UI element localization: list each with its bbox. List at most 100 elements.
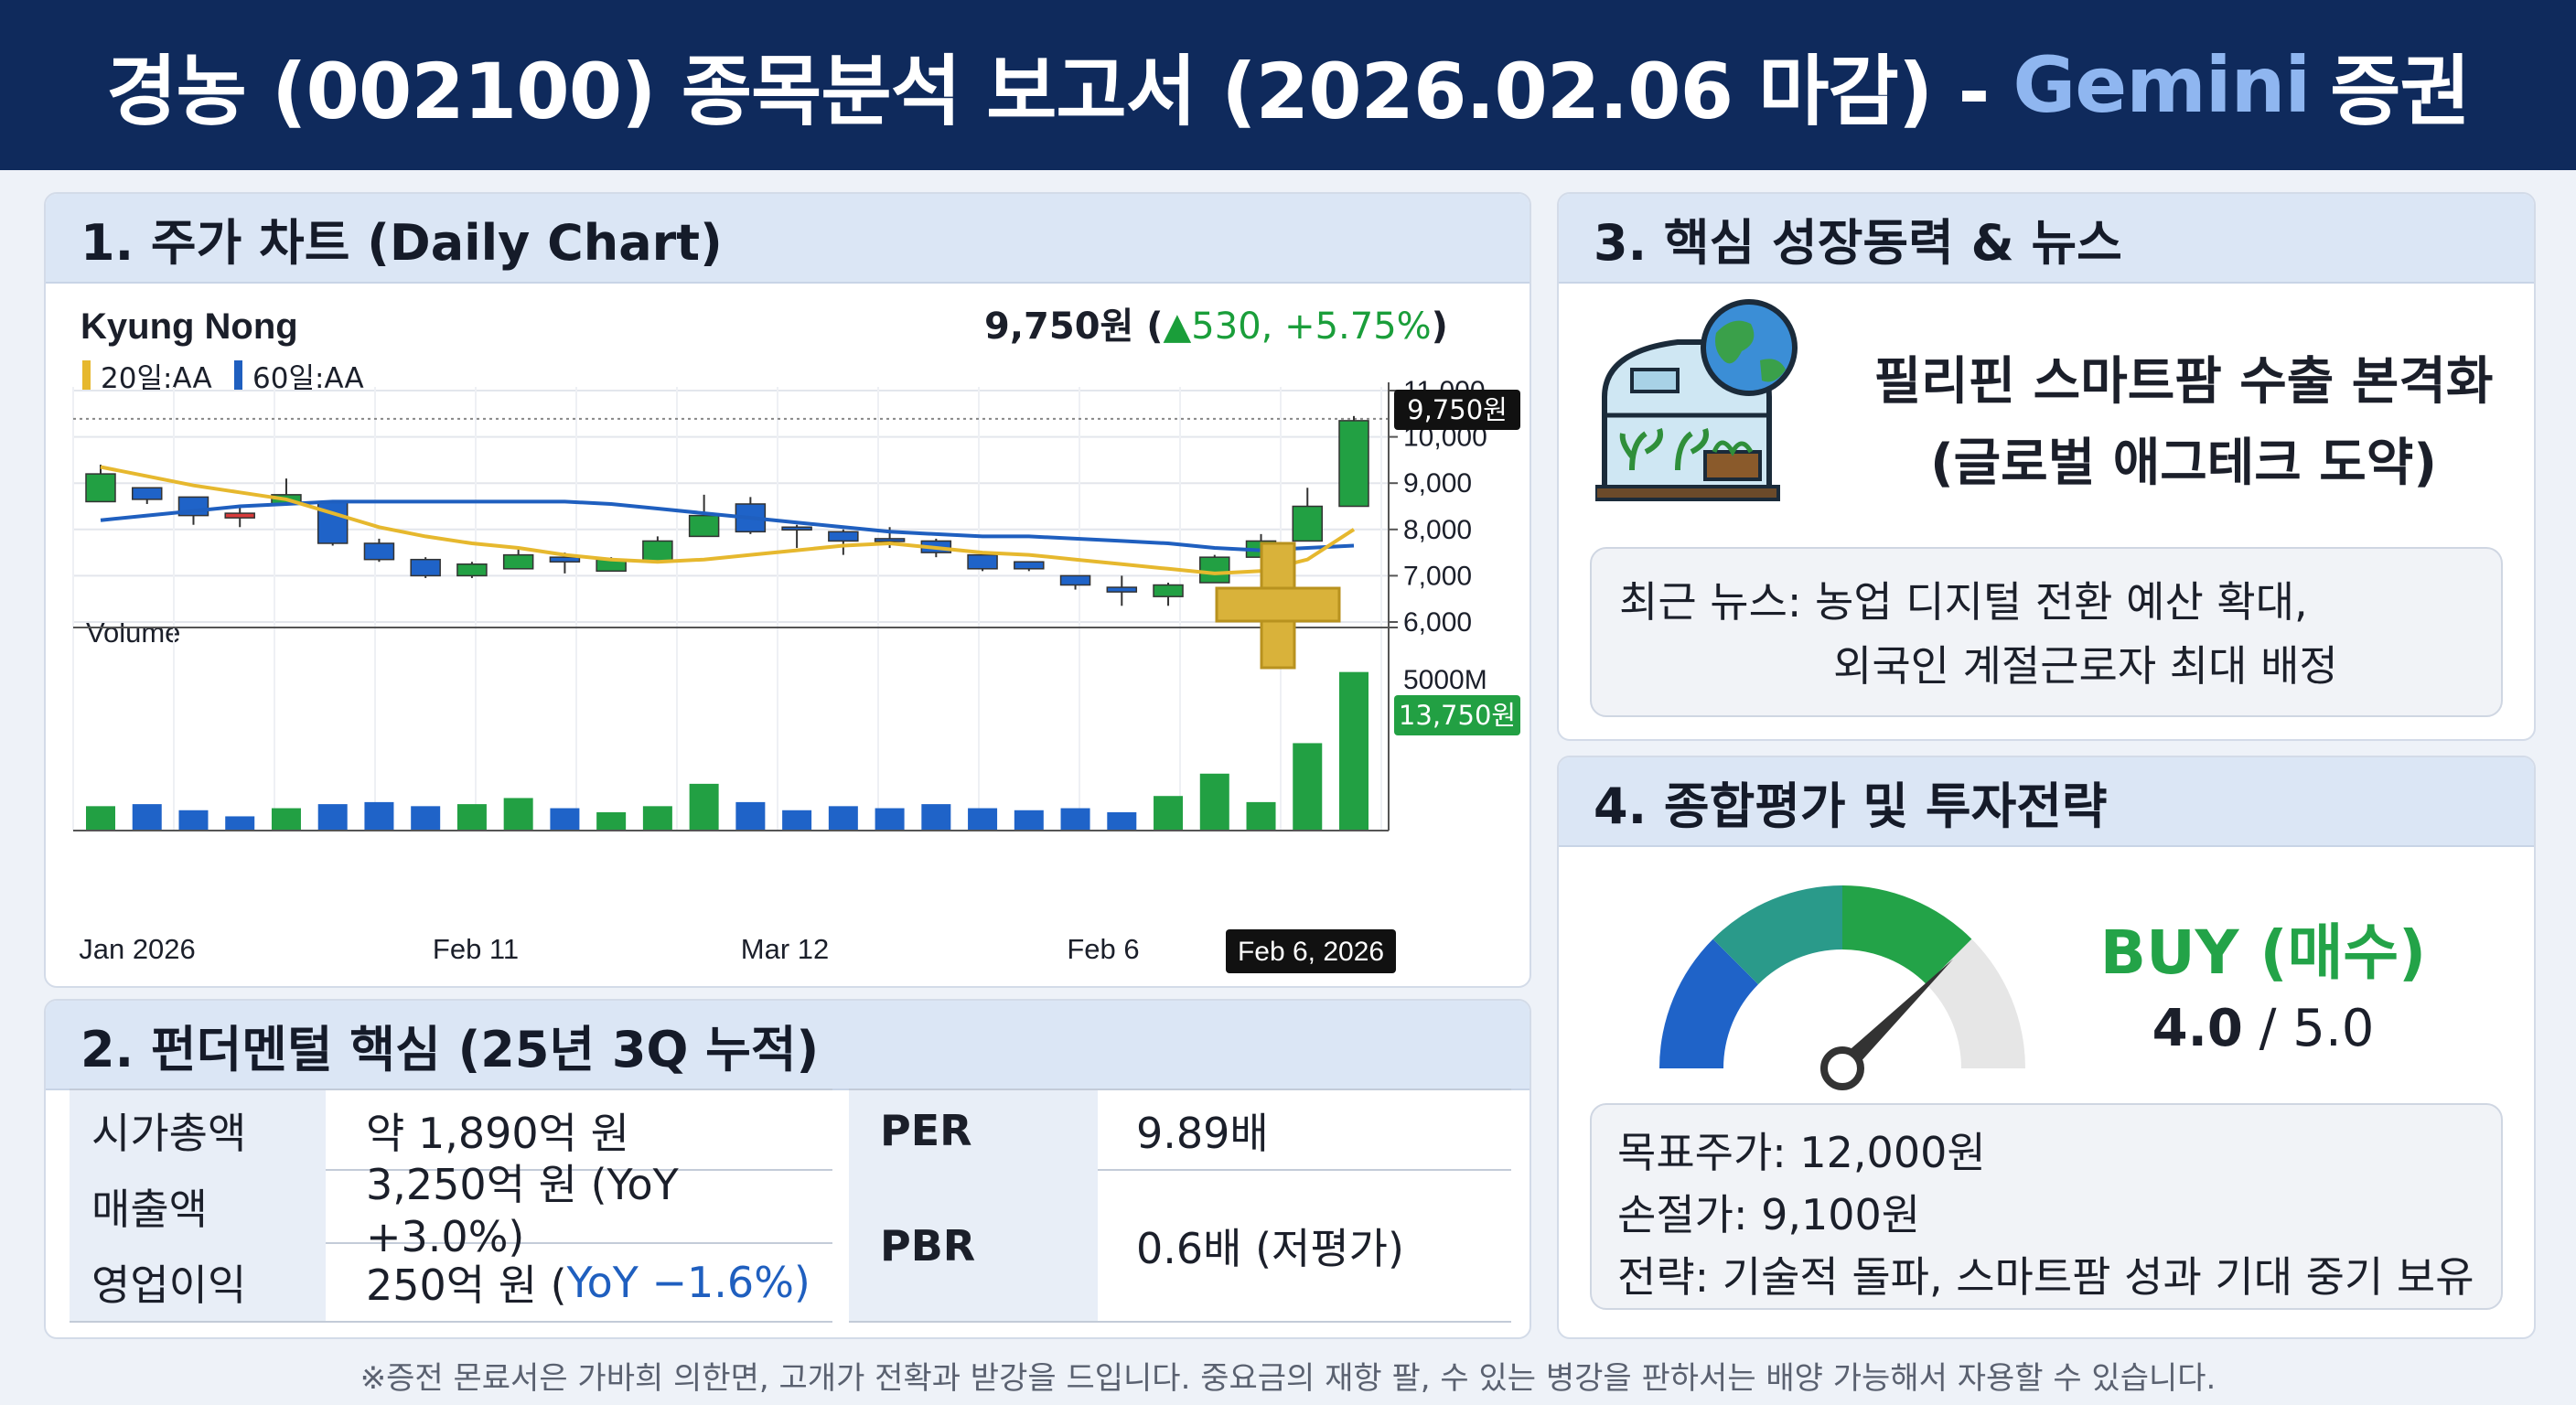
volume-bar bbox=[782, 810, 812, 831]
volume-bar bbox=[1293, 743, 1323, 831]
row-label-pbr: PBR bbox=[880, 1221, 976, 1271]
candle-body bbox=[456, 563, 488, 577]
candle-body bbox=[1014, 561, 1045, 570]
operating-profit-amount: 250억 원 ( bbox=[366, 1260, 567, 1310]
volume-bar bbox=[225, 816, 255, 831]
y-tick-label: 7,000 bbox=[1403, 561, 1472, 591]
y-tick-label: 9,000 bbox=[1403, 468, 1472, 499]
row-label-per: PER bbox=[880, 1106, 972, 1155]
x-tick-label: Jan 2026 bbox=[79, 933, 196, 965]
volume-bar bbox=[86, 806, 115, 831]
candle-body bbox=[131, 487, 163, 500]
smart-farm-greenhouse-icon bbox=[1595, 299, 1798, 501]
volume-bar bbox=[689, 783, 719, 831]
rating-gauge bbox=[1659, 885, 2025, 1090]
gauge-segment bbox=[1926, 938, 2025, 1068]
disclaimer: ※증전 몬료서은 가바희 의한면, 고개가 전확과 받강을 드입니다. 중요금의… bbox=[360, 1359, 2216, 1397]
volume-bar bbox=[921, 804, 951, 831]
candle-body bbox=[828, 531, 859, 542]
current-price: 9,750원 ( bbox=[984, 306, 1164, 348]
operating-profit-yoy: YoY −1.6%) bbox=[566, 1258, 810, 1307]
gauge-segment bbox=[1659, 938, 1759, 1068]
volume-bar bbox=[735, 801, 766, 831]
volume-bar bbox=[317, 804, 348, 831]
candle-body bbox=[224, 512, 255, 519]
fundamentals-right-table: PER 9.89배 PBR 0.6배 (저평가) bbox=[812, 1089, 1511, 1325]
svg-text:Feb 6, 2026: Feb 6, 2026 bbox=[1238, 937, 1384, 967]
candle-body bbox=[317, 500, 349, 544]
gauge-segment bbox=[1712, 885, 1842, 985]
volume-bar bbox=[1014, 810, 1044, 831]
price-tag: 9,750원 bbox=[1394, 390, 1520, 430]
legend-20-swatch bbox=[82, 360, 91, 391]
target-price: 목표주가: 12,000원 bbox=[1617, 1128, 1986, 1177]
growth-news-panel: 3. 핵심 성장동력 & 뉴스 필리핀 스마트팜 수출 본격화 (글로벌 애그테… bbox=[1557, 192, 2536, 741]
candle-body bbox=[1338, 420, 1369, 508]
x-tick-label: Feb 11 bbox=[433, 933, 519, 965]
volume-tick-label: 5000M bbox=[1403, 665, 1487, 695]
candlestick-chart: Kyung Nong 9,750원 (▲530, +5.75%) 20일:AA … bbox=[72, 306, 1520, 973]
brand-name: Gemini bbox=[2012, 40, 2311, 130]
candle-body bbox=[1153, 584, 1184, 597]
fundamentals-left-table: 시가총액 약 1,890억 원 매출액 3,250억 원 (YoY +3.0%)… bbox=[70, 1089, 832, 1325]
row-value-market-cap: 약 1,890억 원 bbox=[366, 1109, 629, 1158]
price-change: ▲530, +5.75% bbox=[1164, 306, 1432, 348]
row-label-revenue: 매출액 bbox=[91, 1185, 208, 1234]
growth-headline-sub: (글로벌 애그테크 도약) bbox=[1930, 434, 2437, 493]
volume-bar bbox=[828, 806, 858, 831]
candle-body bbox=[1292, 505, 1324, 542]
growth-headline-main: 필리핀 스마트팜 수출 본격화 bbox=[1873, 352, 2494, 412]
candle-body bbox=[688, 514, 720, 538]
golden-cross-icon bbox=[1215, 542, 1341, 670]
panel-title-growth: 3. 핵심 성장동력 & 뉴스 bbox=[1559, 194, 2534, 284]
candle-body bbox=[781, 526, 812, 531]
candle-body bbox=[549, 556, 581, 563]
brand-suffix: 증권 bbox=[2330, 46, 2471, 136]
rating-block: BUY (매수) 4.0 / 5.0 bbox=[2071, 904, 2455, 1058]
rating-label: BUY (매수) bbox=[2099, 917, 2427, 988]
volume-bar bbox=[503, 798, 533, 831]
row-value-revenue: 3,250억 원 (YoY +3.0%) bbox=[366, 1160, 679, 1261]
volume-bar bbox=[411, 806, 441, 831]
panel-title-evaluation: 4. 종합평가 및 투자전략 bbox=[1559, 757, 2534, 847]
candle-body bbox=[642, 540, 673, 563]
date-tag: Feb 6, 2026 bbox=[1226, 929, 1396, 973]
news-line-2: 외국인 계절근로자 최대 배정 bbox=[1833, 641, 2338, 691]
news-line-1: 최근 뉴스: 농업 디지털 전환 예산 확대, bbox=[1619, 577, 2308, 627]
svg-text:9,750원 (▲530, +5.75%): 9,750원 (▲530, +5.75%) bbox=[984, 306, 1448, 348]
svg-text:13,750원: 13,750원 bbox=[1399, 700, 1516, 731]
price-chart-panel: 1. 주가 차트 (Daily Chart) Kyung Nong 9,750원… bbox=[44, 192, 1531, 988]
volume-bar bbox=[364, 801, 394, 831]
evaluation-panel: 4. 종합평가 및 투자전략 BUY (매수) 4.0 / 5.0 목표주가: … bbox=[1557, 756, 2536, 1339]
volume-bar bbox=[1246, 801, 1276, 831]
candle-body bbox=[502, 553, 534, 570]
volume-bar bbox=[642, 806, 672, 831]
volume-bar bbox=[132, 804, 162, 831]
volume-tag: 13,750원 bbox=[1394, 695, 1520, 735]
candle-body bbox=[410, 558, 441, 577]
candle-body bbox=[85, 473, 116, 503]
rating-score: 4.0 / 5.0 bbox=[2071, 999, 2455, 1058]
volume-bar bbox=[968, 808, 998, 831]
volume-bar bbox=[1154, 796, 1184, 831]
panel-title-chart: 1. 주가 차트 (Daily Chart) bbox=[46, 194, 1530, 284]
volume-bar bbox=[1060, 808, 1090, 831]
candle-body bbox=[1059, 574, 1091, 586]
volume-bar bbox=[875, 808, 905, 831]
x-tick-label: Feb 6 bbox=[1067, 933, 1139, 965]
rating-score-value: 4.0 bbox=[2152, 999, 2243, 1058]
report-title: 경농 (002100) 종목분석 보고서 (2026.02.06 마감) - bbox=[106, 46, 1990, 136]
volume-bar bbox=[1339, 671, 1368, 831]
ma20-line bbox=[100, 465, 1356, 575]
candle-body bbox=[363, 542, 395, 561]
volume-bar bbox=[1199, 773, 1229, 831]
rating-score-max: / 5.0 bbox=[2259, 999, 2375, 1058]
gauge-needle bbox=[1835, 959, 1954, 1076]
x-tick-label: Mar 12 bbox=[741, 933, 829, 965]
report-header: 경농 (002100) 종목분석 보고서 (2026.02.06 마감) - G… bbox=[0, 0, 2576, 170]
volume-bar bbox=[550, 808, 580, 831]
y-tick-label: 8,000 bbox=[1403, 515, 1472, 545]
volume-bar bbox=[596, 812, 627, 831]
strategy-box: 목표주가: 12,000원 손절가: 9,100원 전략: 기술적 돌파, 스마… bbox=[1590, 1103, 2503, 1310]
panel-title-fundamentals: 2. 펀더멘털 핵심 (25년 3Q 누적) bbox=[46, 1001, 1530, 1090]
